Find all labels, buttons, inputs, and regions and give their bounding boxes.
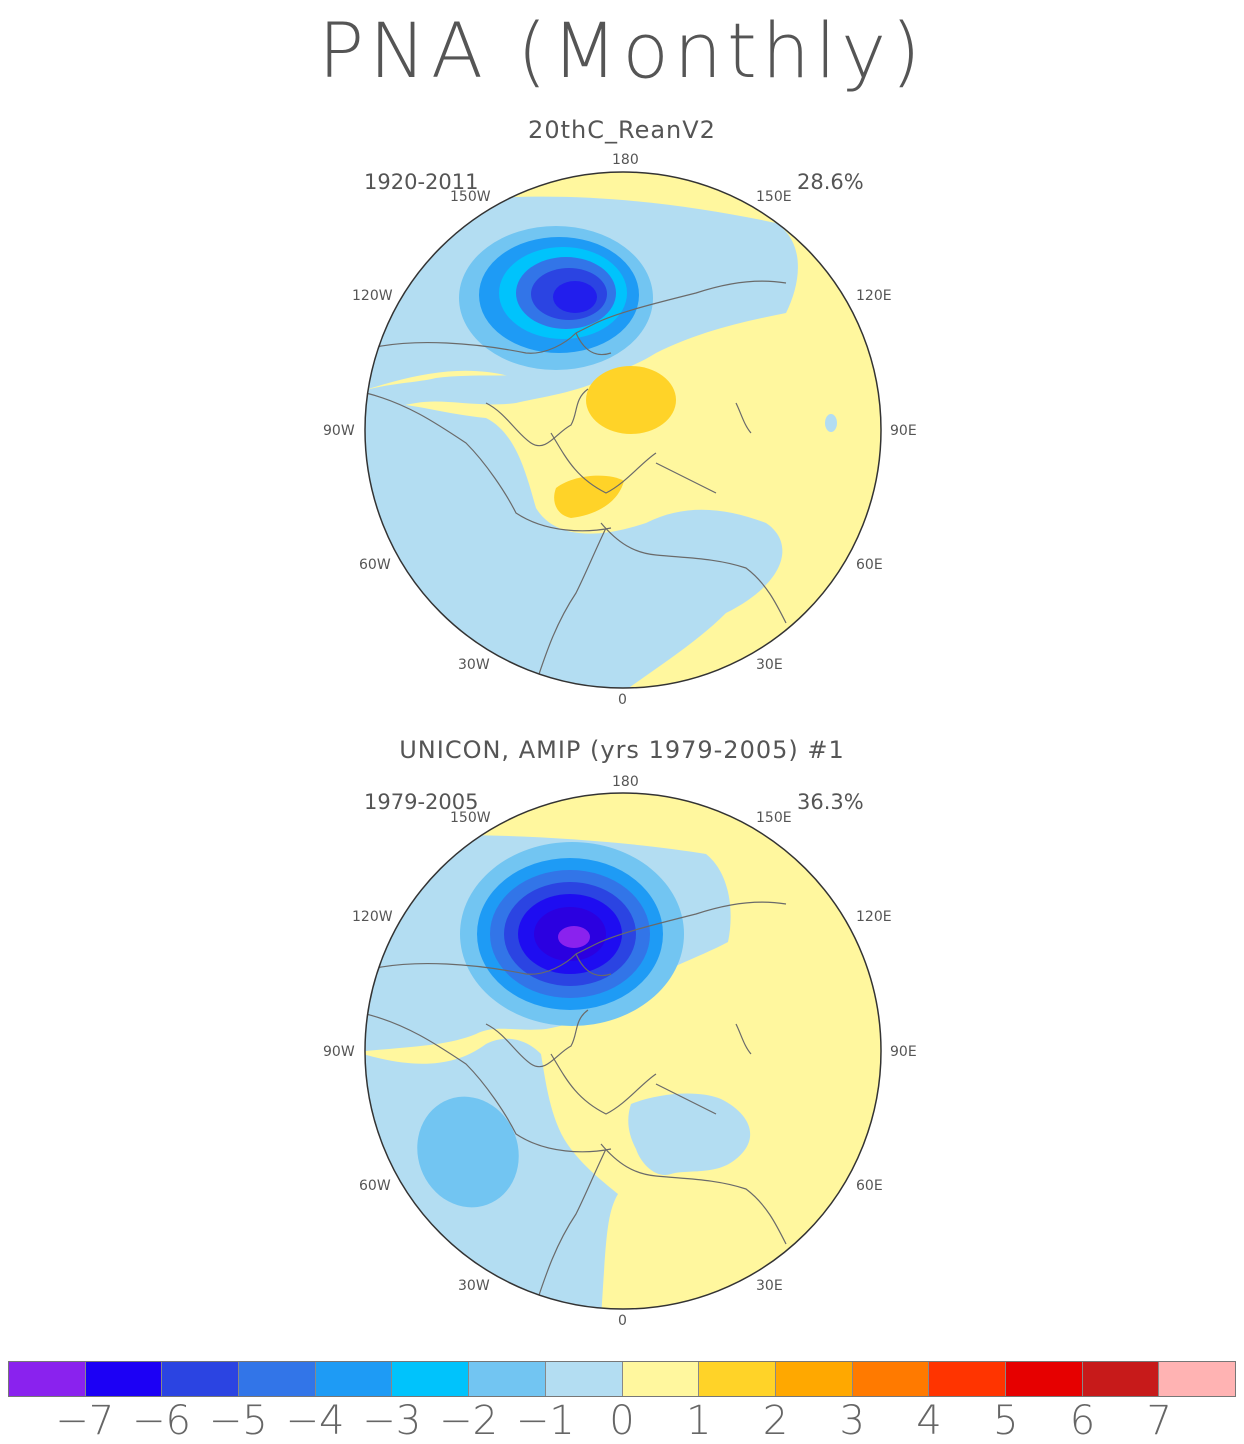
panel-2-lon-30w: 30W (458, 1278, 490, 1294)
negative-anomaly-region (558, 926, 590, 948)
colorbar-label: 0 (609, 1398, 635, 1444)
panel-1-lon-120w: 120W (352, 288, 393, 304)
map-boundary (364, 792, 882, 1310)
colorbar-label: 6 (1069, 1398, 1096, 1444)
colorbar-label: −4 (285, 1398, 345, 1444)
panel-1-lon-0: 0 (618, 692, 627, 708)
colorbar-swatch (315, 1362, 393, 1396)
panel-2-lon-150e: 150E (756, 810, 792, 826)
coastlines (365, 280, 787, 684)
panel-2-lon-150w: 150W (450, 810, 491, 826)
colorbar-swatch (469, 1362, 546, 1396)
panel-1-map (364, 171, 882, 689)
colorbar-label: −3 (362, 1398, 422, 1444)
colorbar-swatch (85, 1362, 163, 1396)
colorbar-label: 3 (839, 1398, 865, 1444)
colorbar-label: −7 (55, 1398, 115, 1444)
panel-1-lon-90w: 90W (323, 423, 355, 439)
panel-2-period: 1979-2005 (364, 790, 479, 814)
panel-1-lon-120e: 120E (856, 288, 892, 304)
panel-2-lon-90w: 90W (323, 1044, 355, 1060)
figure-title: PNA (Monthly) (318, 6, 926, 95)
colorbar-label: −6 (132, 1398, 191, 1444)
colorbar-swatch (775, 1362, 853, 1396)
coastlines (365, 901, 787, 1305)
colorbar-swatch (1159, 1362, 1235, 1396)
panel-1-lon-30e: 30E (756, 657, 783, 673)
colorbar-swatch (929, 1362, 1006, 1396)
colorbar-swatch (1082, 1362, 1160, 1396)
panel-1-title: 20thC_ReanV2 (528, 116, 716, 144)
panel-1-lon-60e: 60E (856, 557, 883, 573)
panel-1-lon-30w: 30W (458, 657, 490, 673)
negative-anomaly-region (628, 1093, 751, 1175)
negative-anomaly-region (553, 281, 597, 313)
panel-1-lon-150e: 150E (756, 189, 792, 205)
colorbar-swatch (392, 1362, 470, 1396)
colorbar-label: −5 (208, 1398, 268, 1444)
colorbar-swatch (545, 1362, 623, 1396)
negative-anomaly-region (417, 1096, 519, 1208)
map-boundary (364, 171, 882, 689)
panel-1-lon-90e: 90E (890, 423, 917, 439)
colorbar-label: −1 (515, 1398, 575, 1444)
colorbar (8, 1361, 1236, 1397)
colorbar-label: 1 (686, 1398, 712, 1444)
colorbar-label: 4 (916, 1398, 942, 1444)
colorbar-swatch (9, 1362, 86, 1396)
panel-1-lon-150w: 150W (450, 189, 491, 205)
panel-2-title: UNICON, AMIP (yrs 1979-2005) #1 (399, 736, 845, 764)
colorbar-swatch (239, 1362, 316, 1396)
panel-2-lon-60w: 60W (359, 1178, 391, 1194)
panel-2-lon-180: 180 (612, 774, 639, 790)
colorbar-swatch (1005, 1362, 1083, 1396)
colorbar-swatch (162, 1362, 240, 1396)
panel-1-lon-60w: 60W (359, 557, 391, 573)
colorbar-label: 7 (1146, 1398, 1172, 1444)
colorbar-label: 5 (993, 1398, 1019, 1444)
panel-2-lon-0: 0 (618, 1313, 627, 1329)
panel-2-lon-30e: 30E (756, 1278, 783, 1294)
panel-2-lon-90e: 90E (890, 1044, 917, 1060)
panel-1-lon-180: 180 (612, 152, 639, 168)
colorbar-label: 2 (762, 1398, 789, 1444)
panel-1-period: 1920-2011 (364, 170, 479, 194)
colorbar-label: −2 (439, 1398, 498, 1444)
colorbar-swatch (852, 1362, 930, 1396)
positive-anomaly-region (554, 475, 624, 518)
negative-anomaly-region (825, 414, 837, 432)
colorbar-swatch (622, 1362, 700, 1396)
colorbar-swatch (699, 1362, 776, 1396)
negative-anomaly-region (365, 402, 783, 688)
panel-2-lon-120e: 120E (856, 909, 892, 925)
panel-1-variance: 28.6% (797, 170, 864, 194)
positive-anomaly-region (586, 366, 676, 434)
panel-2-lon-120w: 120W (352, 909, 393, 925)
panel-2-map (364, 792, 882, 1310)
panel-2-variance: 36.3% (797, 790, 864, 814)
panel-2-lon-60e: 60E (856, 1178, 883, 1194)
negative-anomaly-region (365, 358, 616, 415)
